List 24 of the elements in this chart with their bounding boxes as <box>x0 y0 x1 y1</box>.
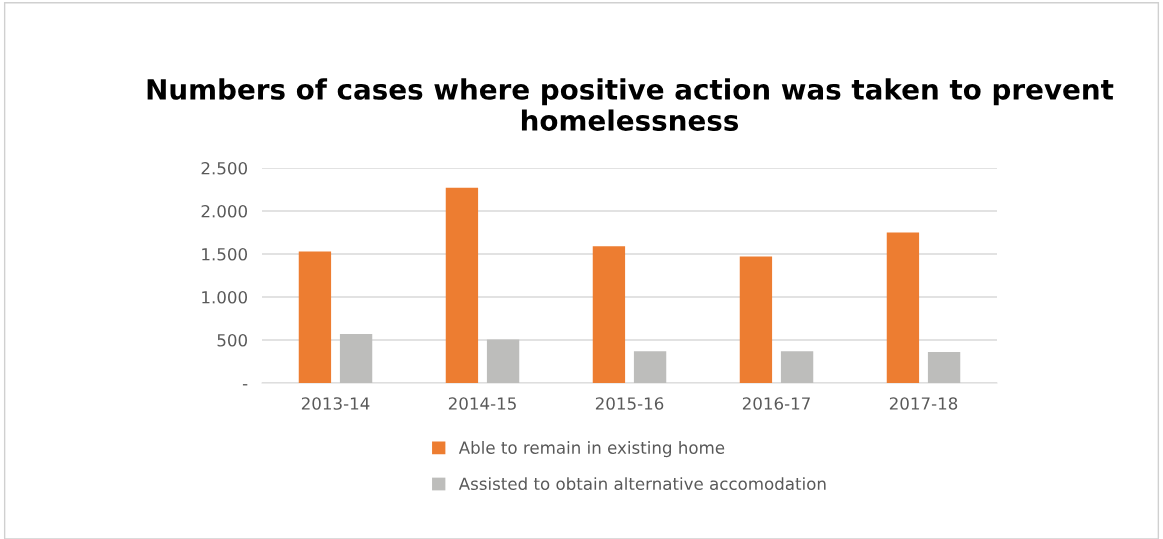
x-tick-label: 2017-18 <box>889 397 958 410</box>
y-tick-label: 500 <box>217 333 247 347</box>
bar <box>486 339 520 383</box>
y-tick-label: 2.500 <box>201 161 247 175</box>
x-tick-label: 2015-16 <box>595 397 664 410</box>
bar <box>298 251 332 383</box>
x-tick-label: 2013-14 <box>301 397 370 410</box>
bar <box>445 187 479 383</box>
bar <box>633 351 667 383</box>
y-tick-label: 1.000 <box>202 290 247 304</box>
x-tick-label: 2014-15 <box>448 397 516 410</box>
bar <box>339 333 373 383</box>
y-tick-label: 2.000 <box>201 204 247 218</box>
bar <box>780 351 814 383</box>
bar <box>739 256 773 383</box>
chart-title: Numbers of cases where positive action was taken to prevent homelessness <box>147 78 1114 131</box>
legend-label: Able to remain in existing home <box>458 441 725 458</box>
y-tick-label: - <box>242 384 248 386</box>
x-tick-label: 2016-17 <box>742 397 810 410</box>
bar <box>592 246 626 383</box>
bar <box>886 232 920 383</box>
y-tick-label: 1.500 <box>202 247 247 261</box>
bar <box>927 352 961 383</box>
legend-label: Assisted to obtain alternative accomodation <box>458 477 826 491</box>
